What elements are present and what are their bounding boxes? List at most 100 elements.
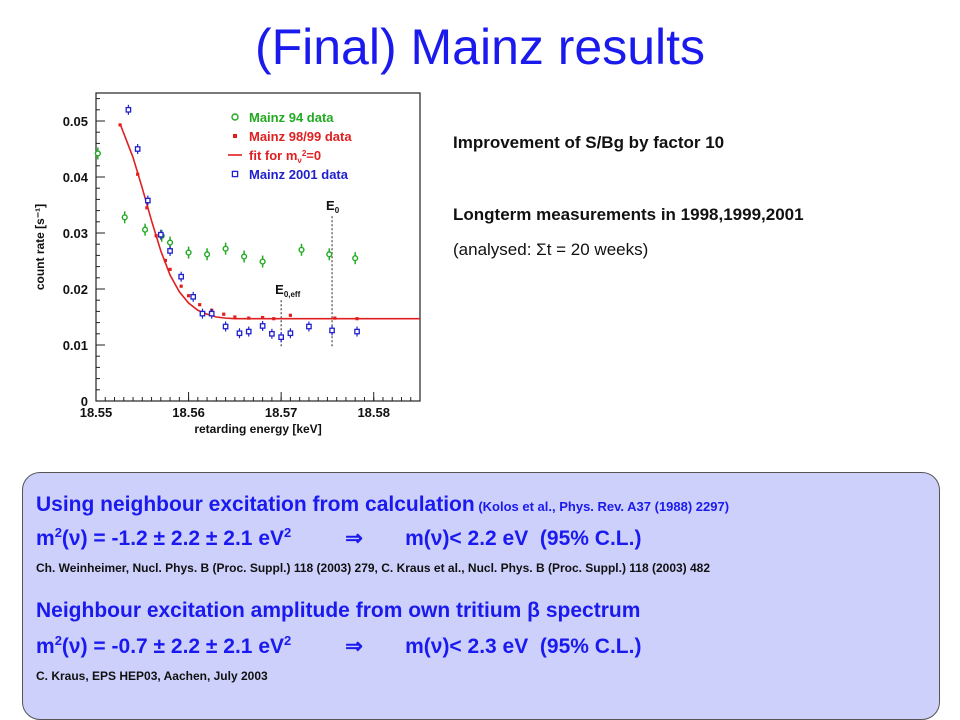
plot-frame xyxy=(95,92,421,402)
mainz98-point xyxy=(163,258,168,263)
mainz2001-point xyxy=(354,328,360,335)
legend-label: Mainz 2001 data xyxy=(249,167,349,182)
mainz2001-point xyxy=(245,328,252,335)
y-tick-label: 0.04 xyxy=(63,170,89,185)
mainz98-point xyxy=(145,206,149,210)
mainz94-point xyxy=(241,253,248,260)
mainz98-point xyxy=(154,234,158,238)
mainz94-point xyxy=(222,245,229,252)
kraus-reference: C. Kraus, EPS HEP03, Aachen, July 2003 xyxy=(36,669,268,683)
weinheimer-reference: Ch. Weinheimer, Nucl. Phys. B (Proc. Sup… xyxy=(36,561,711,575)
mainz94-point xyxy=(141,226,149,233)
mainz98-point xyxy=(261,315,265,320)
mainz2001-point xyxy=(236,330,243,337)
mainz98-point xyxy=(136,172,140,176)
mainz98-point xyxy=(333,316,337,320)
slide-title: (Final) Mainz results xyxy=(254,19,706,75)
mainz98-point xyxy=(288,313,292,317)
info-line-2-text: Longterm measurements in xyxy=(453,205,676,224)
mass-squared-value-1: (ν) = -1.2 ± 2.2 ± 2.1 eV xyxy=(61,527,285,550)
mainz98-point xyxy=(198,303,202,307)
mainz2001-point xyxy=(134,146,141,152)
implies-arrow: ⇒ xyxy=(345,527,363,550)
mainz98-point xyxy=(247,316,251,320)
mainz2001-point xyxy=(278,334,284,341)
y-tick-label: 0.03 xyxy=(63,226,88,241)
implies-arrow: ⇒ xyxy=(345,635,363,658)
x-tick-label: 18.57 xyxy=(265,405,298,420)
mainz2001-point xyxy=(208,310,215,317)
x-axis-label: retarding energy [keV] xyxy=(194,422,321,436)
mainz2001-point xyxy=(199,310,206,317)
mass-squared-label: m xyxy=(36,527,55,550)
legend-circle-swatch xyxy=(231,113,239,121)
legend-label: Mainz 98/99 data xyxy=(249,129,352,144)
superscript: 2 xyxy=(284,633,292,648)
kolos-reference: (Kolos et al., Phys. Rev. A37 (1988) 229… xyxy=(474,499,730,514)
mainz2001-point xyxy=(167,248,173,254)
superscript: 2 xyxy=(54,525,62,540)
info-line-3-post: t = 20 weeks) xyxy=(546,240,649,259)
y-tick-label: 0.01 xyxy=(63,338,88,353)
calc-heading: Using neighbour excitation from calculat… xyxy=(36,493,475,516)
mass-squared-label: m xyxy=(36,635,55,658)
y-axis-label: count rate [s⁻¹] xyxy=(33,204,47,290)
mainz2001-point xyxy=(259,323,266,329)
legend-open-square-swatch xyxy=(231,170,239,178)
mainz94-point xyxy=(166,239,174,246)
mainz94-point xyxy=(326,251,333,258)
y-tick-label: 0.02 xyxy=(63,282,88,297)
mainz98-point xyxy=(222,312,226,316)
mainz2001-point xyxy=(144,197,151,204)
mainz98-point xyxy=(355,317,359,321)
mainz94-point xyxy=(298,246,305,253)
mainz94-point xyxy=(259,258,266,265)
legend-square-swatch xyxy=(233,134,237,138)
info-line-1: Improvement of S/Bg by factor 10 xyxy=(453,133,725,152)
energy-marker-label: E0 xyxy=(326,198,340,215)
sigma-symbol: Σ xyxy=(536,240,547,259)
mass-limit-1: m(ν)< 2.2 eV xyxy=(405,527,529,550)
results-box: Using neighbour excitation from calculat… xyxy=(22,472,940,720)
mainz2001-point xyxy=(329,327,335,334)
superscript: 2 xyxy=(54,633,62,648)
mainz98-point xyxy=(272,317,276,321)
superscript: 2 xyxy=(284,525,292,540)
box-line-1: Using neighbour excitation from calculat… xyxy=(36,493,729,517)
x-tick-label: 18.56 xyxy=(172,405,205,420)
mainz98-point xyxy=(186,294,191,298)
mainz2001-point xyxy=(125,106,132,113)
mainz2001-point xyxy=(190,293,197,300)
info-line-2: Longterm measurements in 1998,1999,2001 xyxy=(453,205,804,225)
mass-limit-2: m(ν)< 2.3 eV xyxy=(405,635,529,658)
mainz2001-point xyxy=(269,330,275,337)
mainz98-point xyxy=(233,315,237,319)
x-tick-label: 18.58 xyxy=(357,405,390,420)
mainz94-point xyxy=(203,251,211,258)
mass-squared-value-2: (ν) = -0.7 ± 2.2 ± 2.1 eV xyxy=(61,635,285,658)
mainz98-point xyxy=(179,284,183,288)
own-spectrum-heading: Neighbour excitation amplitude from own … xyxy=(36,599,641,622)
info-line-3-pre: (analysed: xyxy=(453,240,537,259)
x-tick-label: 18.55 xyxy=(80,405,113,420)
mainz2001-point xyxy=(157,231,164,238)
mainz2001-point xyxy=(306,323,312,330)
mainz2001-point xyxy=(178,273,185,280)
mainz2001-point xyxy=(222,323,229,330)
mainz94-point xyxy=(94,150,101,157)
mainz94-point xyxy=(185,249,192,256)
confidence-level-2: (95% C.L.) xyxy=(539,635,642,658)
mainz98-point xyxy=(118,123,122,127)
mainz2001-point xyxy=(287,330,294,337)
confidence-level-1: (95% C.L.) xyxy=(539,527,642,550)
box-line-5: m2(ν) = -0.7 ± 2.2 ± 2.1 eV2 ⇒ m(ν)< 2.3 … xyxy=(36,633,641,659)
legend-label: fit for mν2=0 xyxy=(249,148,321,165)
y-tick-label: 0.05 xyxy=(63,114,88,129)
mainz98-point xyxy=(168,267,172,271)
mainz94-point xyxy=(352,255,359,262)
energy-marker-label: E0,eff xyxy=(275,282,300,299)
info-line-3: (analysed: Σt = 20 weeks) xyxy=(453,240,648,260)
box-line-2: m2(ν) = -1.2 ± 2.2 ± 2.1 eV2 ⇒ m(ν)< 2.2 … xyxy=(36,525,641,551)
legend-label: Mainz 94 data xyxy=(249,110,334,125)
mainz94-point xyxy=(121,214,128,221)
